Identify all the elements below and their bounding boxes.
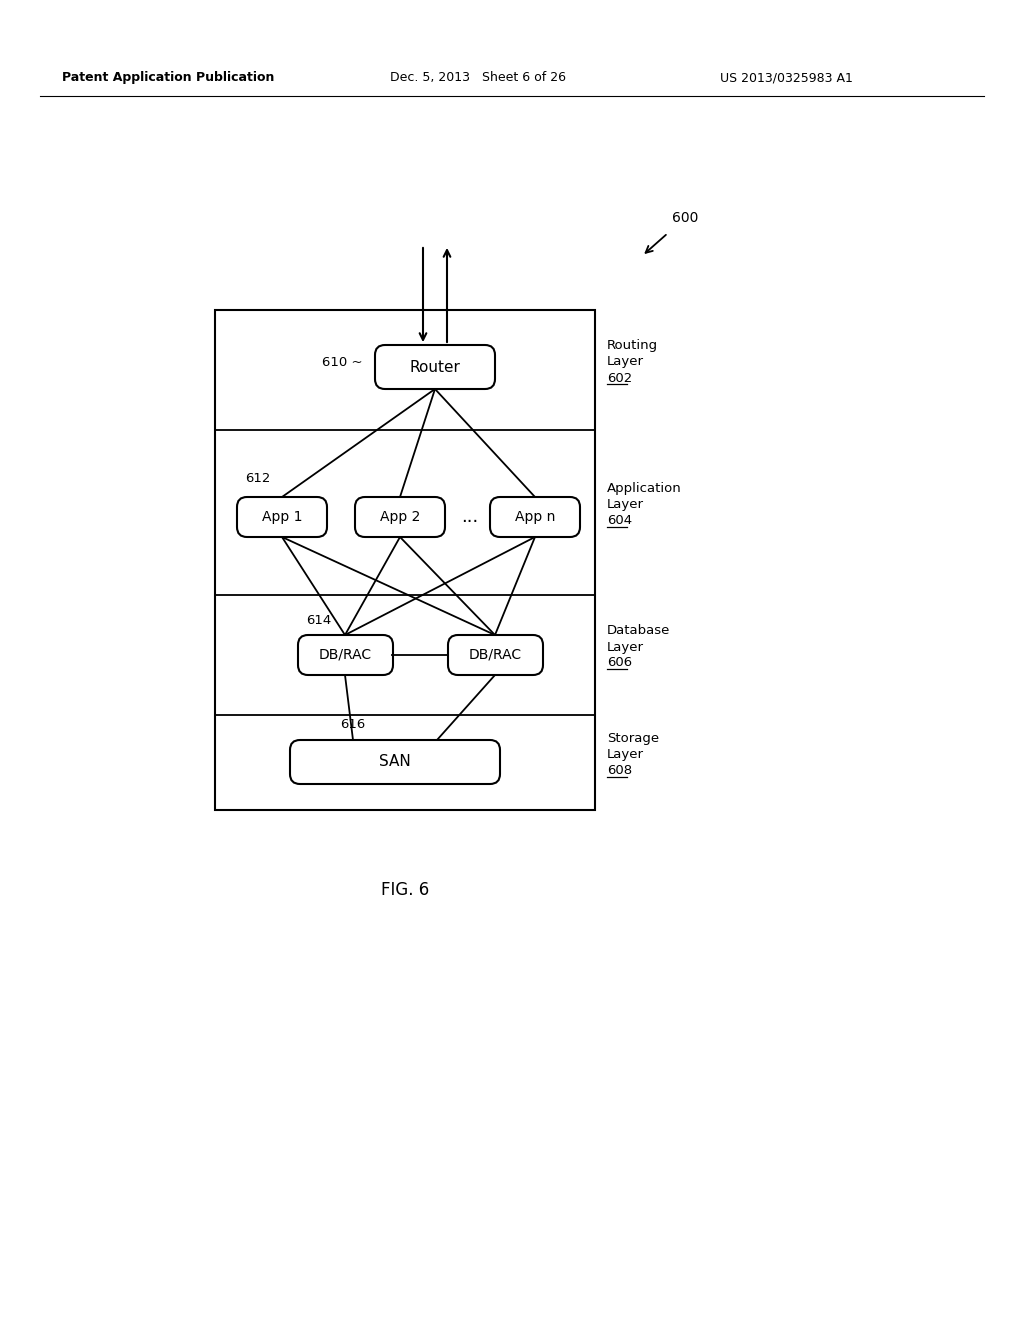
Text: 606: 606: [607, 656, 632, 669]
FancyBboxPatch shape: [355, 498, 445, 537]
Text: Layer: Layer: [607, 355, 644, 368]
Text: 610 ~: 610 ~: [323, 356, 362, 370]
Text: Database: Database: [607, 624, 671, 638]
FancyBboxPatch shape: [449, 635, 543, 675]
Text: 600: 600: [672, 211, 698, 224]
Text: DB/RAC: DB/RAC: [318, 648, 372, 663]
FancyBboxPatch shape: [375, 345, 495, 389]
Text: Layer: Layer: [607, 498, 644, 511]
Text: 608: 608: [607, 764, 632, 777]
Text: Router: Router: [410, 359, 461, 375]
Bar: [215, 310, 595, 810]
Text: 614: 614: [306, 614, 331, 627]
FancyBboxPatch shape: [237, 498, 327, 537]
Text: DB/RAC: DB/RAC: [468, 648, 521, 663]
Text: Application: Application: [607, 482, 682, 495]
FancyBboxPatch shape: [298, 635, 393, 675]
Text: Layer: Layer: [607, 748, 644, 762]
Text: Routing: Routing: [607, 339, 658, 352]
Text: US 2013/0325983 A1: US 2013/0325983 A1: [720, 71, 853, 84]
Text: 616: 616: [340, 718, 366, 731]
Text: Storage: Storage: [607, 733, 659, 744]
FancyBboxPatch shape: [290, 741, 500, 784]
Text: Dec. 5, 2013   Sheet 6 of 26: Dec. 5, 2013 Sheet 6 of 26: [390, 71, 566, 84]
Text: Layer: Layer: [607, 640, 644, 653]
Text: App n: App n: [515, 510, 555, 524]
Text: 604: 604: [607, 513, 632, 527]
Text: Patent Application Publication: Patent Application Publication: [62, 71, 274, 84]
Text: ...: ...: [462, 508, 478, 525]
FancyBboxPatch shape: [490, 498, 580, 537]
Text: 612: 612: [245, 473, 270, 486]
Text: App 1: App 1: [262, 510, 302, 524]
Text: 602: 602: [607, 371, 632, 384]
Text: FIG. 6: FIG. 6: [381, 880, 429, 899]
Text: App 2: App 2: [380, 510, 420, 524]
Text: SAN: SAN: [379, 755, 411, 770]
